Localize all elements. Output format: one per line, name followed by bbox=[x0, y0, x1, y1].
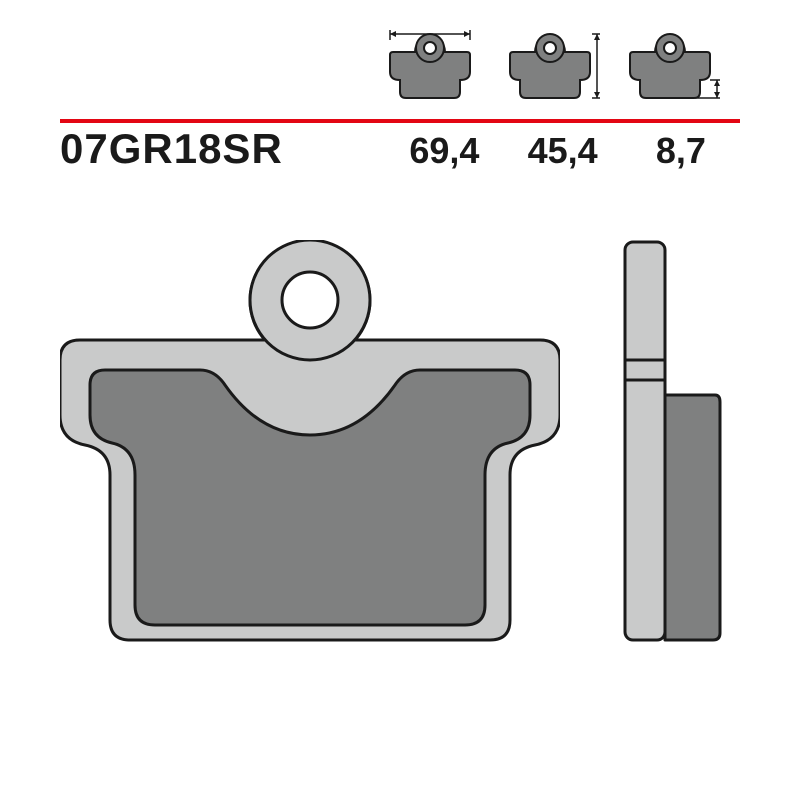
diagram-container: 07GR18SR 69,4 45,4 8,7 bbox=[0, 0, 800, 800]
technical-drawings bbox=[60, 240, 740, 720]
dimension-legend-icons bbox=[380, 30, 720, 102]
dimension-thickness: 8,7 bbox=[622, 130, 740, 172]
accent-separator bbox=[60, 110, 740, 114]
width-icon bbox=[380, 30, 480, 102]
part-number: 07GR18SR bbox=[60, 125, 385, 173]
brake-pad-front-view bbox=[60, 240, 560, 655]
brake-pad-side-view bbox=[620, 240, 740, 655]
thickness-icon bbox=[620, 30, 720, 102]
spec-row: 07GR18SR 69,4 45,4 8,7 bbox=[60, 125, 740, 173]
dimension-width: 69,4 bbox=[385, 130, 503, 172]
height-icon bbox=[500, 30, 600, 102]
dimension-height: 45,4 bbox=[503, 130, 621, 172]
